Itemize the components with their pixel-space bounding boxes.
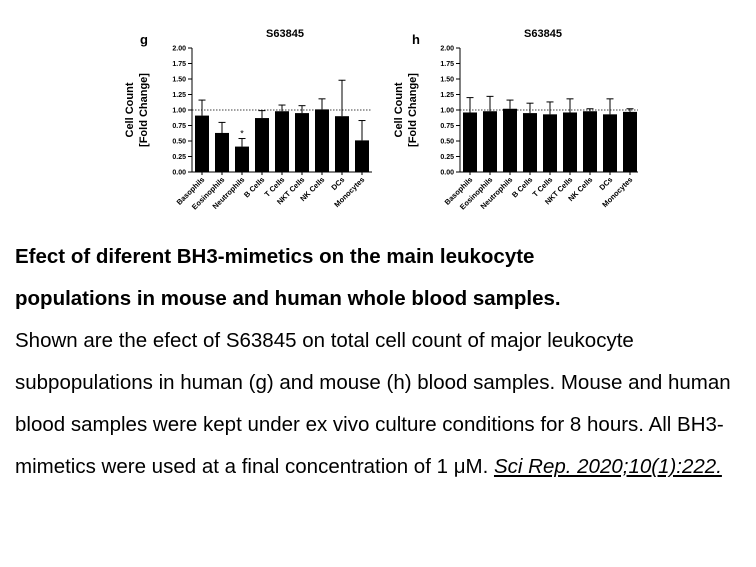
y-tick-label: 1.25 — [172, 92, 186, 99]
figure-caption: Efect of diferent BH3-mimetics on the ma… — [15, 236, 755, 488]
x-tick-label: B Cells — [242, 175, 266, 199]
y-tick-label: 2.00 — [172, 46, 186, 53]
caption-title-line-2: populations in mouse and human whole blo… — [15, 287, 561, 310]
y-tick-label: 0.75 — [172, 123, 186, 130]
x-tick-label: DCs — [329, 175, 346, 192]
chart-title: S63845 — [524, 28, 562, 40]
chart-panel-g: g S63845 Cell Count [Fold Change] 0.00 0.25 0.… — [124, 28, 372, 211]
y-tick-label: 0.00 — [440, 170, 454, 177]
caption-body: Shown are the efect of S63845 on total c… — [15, 329, 731, 478]
y-tick-label: 1.50 — [440, 77, 454, 84]
y-tick-label: 1.75 — [440, 61, 454, 68]
bar-nk-cells — [583, 111, 597, 172]
bar-t-cells — [543, 114, 557, 172]
bar-basophils — [463, 112, 477, 172]
bar-eosinophils — [483, 111, 497, 172]
caption-reference-link[interactable]: Sci Rep. 2020;10(1):222. — [493, 455, 722, 478]
chart-panel-h: h S63845 Cell Count [Fold Change] 0.00 0.25 0.… — [393, 28, 638, 211]
bar-dcs — [603, 114, 617, 172]
y-tick-label: 2.00 — [440, 46, 454, 53]
y-axis-label: Cell Count — [393, 82, 405, 137]
significance-marker: * — [240, 129, 244, 139]
bar-monocytes — [623, 111, 637, 172]
y-tick-label: 0.75 — [440, 123, 454, 130]
bar-eosinophils — [215, 132, 229, 172]
bar-t-cells — [275, 111, 289, 172]
y-axis-label: Cell Count — [124, 82, 136, 137]
y-axis-label: [Fold Change] — [407, 73, 419, 147]
bar-nkt-cells — [563, 112, 577, 172]
bar-neutrophils — [503, 108, 517, 172]
bar-neutrophils — [235, 146, 249, 172]
figure: g S63845 Cell Count [Fold Change] 0.00 0.25 0.… — [0, 0, 756, 235]
panel-letter: g — [140, 32, 148, 47]
bar-b-cells — [523, 113, 537, 172]
y-tick-label: 1.00 — [172, 108, 186, 115]
y-tick-label: 0.00 — [172, 170, 186, 177]
y-tick-label: 1.50 — [172, 77, 186, 84]
y-axis-label: [Fold Change] — [138, 73, 150, 147]
x-tick-label: B Cells — [510, 175, 534, 199]
y-tick-label: 1.75 — [172, 61, 186, 68]
caption-title-line-1: Efect of diferent BH3-mimetics on the ma… — [15, 245, 535, 268]
y-tick-label: 0.50 — [440, 139, 454, 146]
bar-monocytes — [355, 140, 369, 172]
x-tick-label: DCs — [597, 175, 614, 192]
bar-nk-cells — [315, 109, 329, 172]
bar-dcs — [335, 116, 349, 172]
y-tick-label: 1.00 — [440, 108, 454, 115]
y-tick-label: 0.50 — [172, 139, 186, 146]
bar-basophils — [195, 115, 209, 172]
y-tick-label: 0.25 — [172, 154, 186, 161]
panel-letter: h — [412, 32, 420, 47]
bar-nkt-cells — [295, 113, 309, 172]
bar-b-cells — [255, 118, 269, 172]
y-tick-label: 0.25 — [440, 154, 454, 161]
y-tick-label: 1.25 — [440, 92, 454, 99]
chart-title: S63845 — [266, 28, 304, 40]
